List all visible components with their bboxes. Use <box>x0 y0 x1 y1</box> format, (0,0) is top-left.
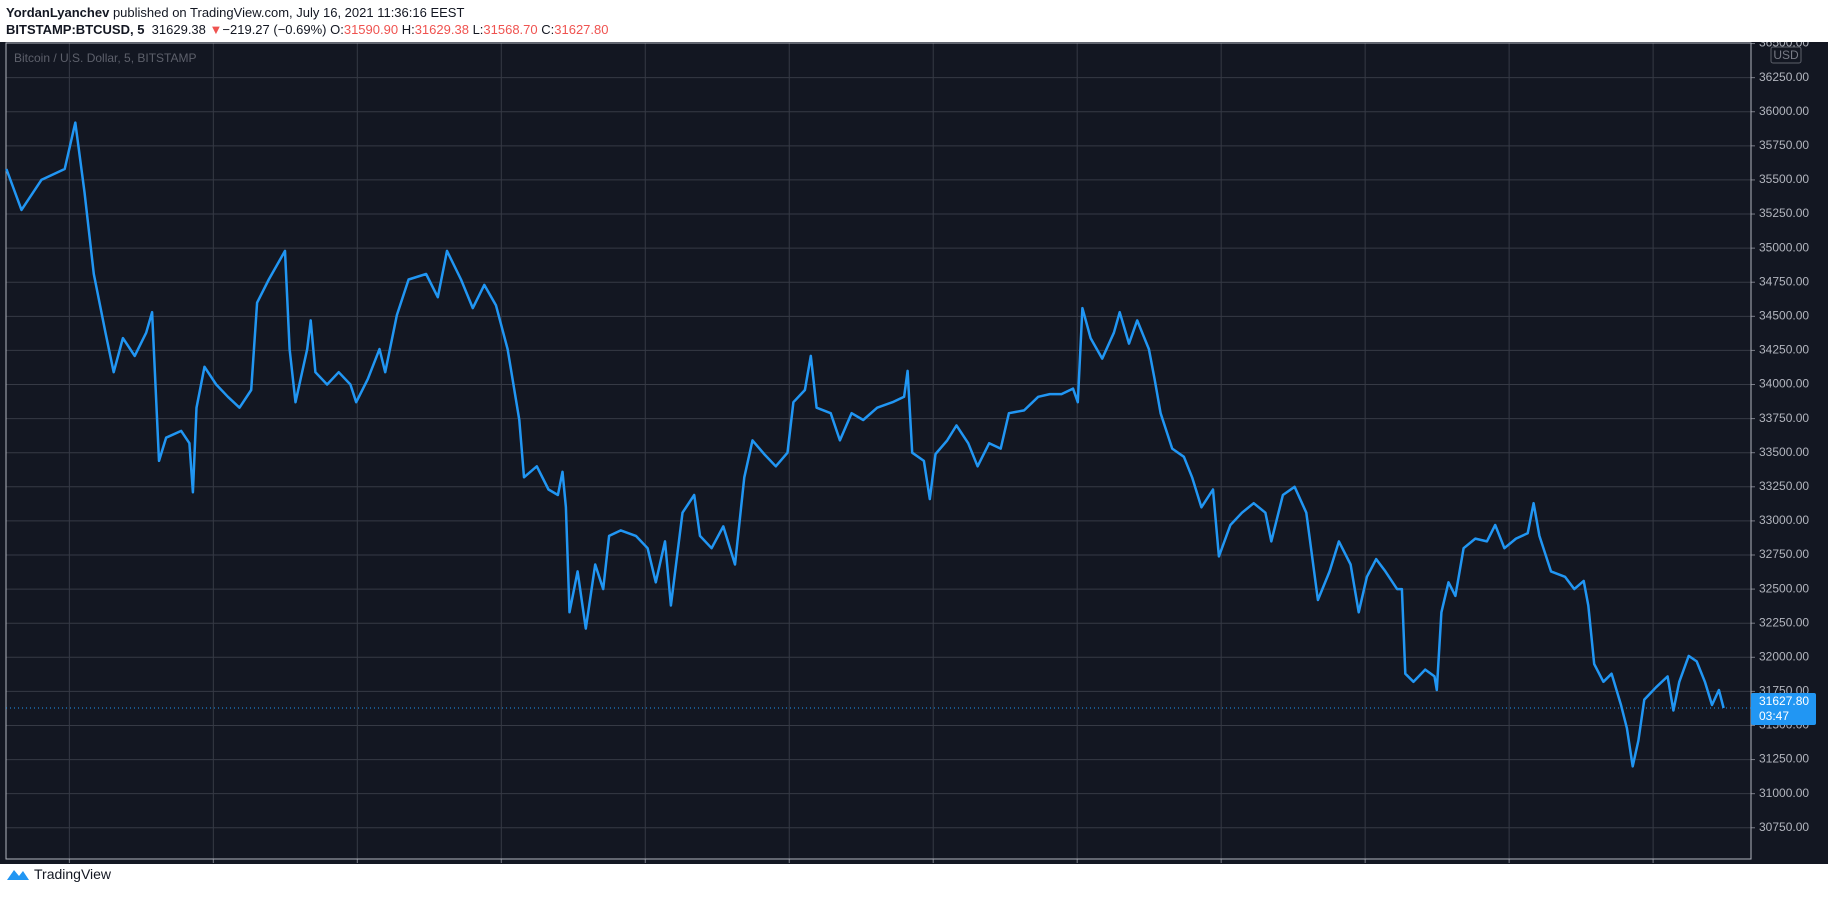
y-tick-label: 32750.00 <box>1759 547 1809 561</box>
change: −219.27 (−0.69%) <box>222 22 327 37</box>
y-tick-label: 35000.00 <box>1759 240 1809 254</box>
high-label: H: <box>401 22 415 37</box>
x-tick-label: 15 <box>1502 863 1516 864</box>
y-tick-label: 33000.00 <box>1759 513 1809 527</box>
y-tick-label: 36250.00 <box>1759 70 1809 84</box>
y-tick-label: 35250.00 <box>1759 206 1809 220</box>
symbol-line: BITSTAMP:BTCUSD, 5 31629.38 ▼−219.27 (−0… <box>6 22 609 37</box>
chart: Bitcoin / U.S. Dollar, 5, BITSTAMP 30750… <box>0 42 1828 864</box>
change-arrow: ▼ <box>209 22 223 37</box>
y-tick-label: 32500.00 <box>1759 581 1809 595</box>
x-tick-label: 11 <box>927 863 940 864</box>
y-tick-label: 34250.00 <box>1759 343 1809 357</box>
y-tick-label: 36000.00 <box>1759 104 1809 118</box>
y-tick-label: 32000.00 <box>1759 649 1809 663</box>
y-tick-label: 34500.00 <box>1759 308 1809 322</box>
y-tick-label: 30750.00 <box>1759 820 1809 834</box>
author: YordanLyanchev <box>6 5 110 20</box>
x-tick-label: 5 <box>66 863 73 864</box>
last-price-label: 31627.80 <box>1759 694 1809 708</box>
y-tick-label: 35750.00 <box>1759 138 1809 152</box>
y-unit: USD <box>1773 48 1799 62</box>
x-tick-label: 10 <box>783 863 797 864</box>
published: published on TradingView.com, July 16, 2… <box>112 5 465 20</box>
y-tick-label: 31000.00 <box>1759 786 1809 800</box>
x-tick-label: 7 <box>354 863 361 864</box>
x-tick-label: 14 <box>1358 863 1372 864</box>
brand: TradingView <box>34 866 112 882</box>
y-tick-label: 32250.00 <box>1759 615 1809 629</box>
close: 31627.80 <box>554 22 609 37</box>
y-tick-label: 34750.00 <box>1759 274 1809 288</box>
y-tick-label: 31250.00 <box>1759 752 1809 766</box>
close-label: C: <box>541 22 555 37</box>
last-price-badge <box>1751 693 1816 726</box>
unit-box <box>1770 46 1802 64</box>
plot-border <box>5 42 1752 860</box>
footer: TradingView <box>6 866 111 882</box>
y-tick-label: 34000.00 <box>1759 377 1809 391</box>
y-tick-label: 33750.00 <box>1759 411 1809 425</box>
price: 31629.38 <box>151 22 206 37</box>
open: 31590.90 <box>343 22 399 37</box>
y-tick-label: 33500.00 <box>1759 445 1809 459</box>
y-tick-label: 35500.00 <box>1759 172 1809 186</box>
price-line <box>5 121 1725 768</box>
x-tick-label: 9 <box>642 863 649 864</box>
x-tick-label: 12 <box>1071 863 1085 864</box>
x-tick-label: 8 <box>498 863 505 864</box>
y-tick-label: 36500.00 <box>1759 42 1809 50</box>
high: 31629.38 <box>414 22 469 37</box>
x-tick-label: 16 <box>1646 863 1660 864</box>
symbol: BITSTAMP:BTCUSD, 5 <box>6 22 145 37</box>
logo <box>7 870 29 880</box>
x-tick-label: 6 <box>210 863 217 864</box>
open-label: O: <box>330 22 344 37</box>
publish-line: YordanLyanchev published on TradingView.… <box>6 5 464 20</box>
x-tick-label: 13 <box>1214 863 1228 864</box>
y-tick-label: 33250.00 <box>1759 479 1809 493</box>
countdown: 03:47 <box>1759 709 1789 723</box>
low-label: L: <box>472 22 484 37</box>
chart-title: Bitcoin / U.S. Dollar, 5, BITSTAMP <box>14 51 197 65</box>
low: 31568.70 <box>483 22 538 37</box>
